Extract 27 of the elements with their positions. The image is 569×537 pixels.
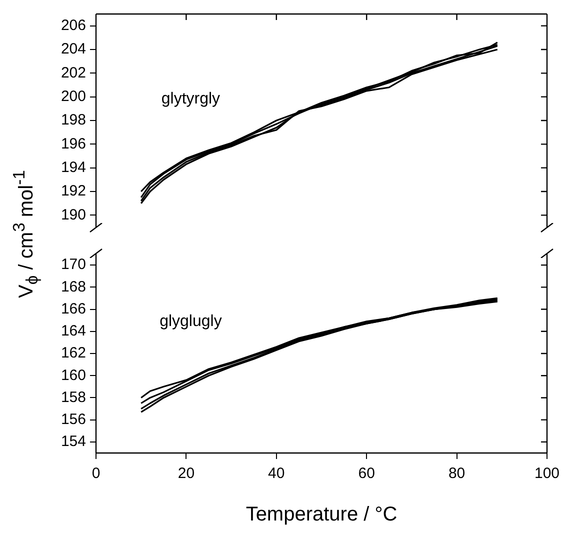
y-tick-label: 206 — [60, 16, 86, 34]
x-tick-label: 20 — [178, 465, 195, 482]
y-tick-label: 158 — [60, 388, 86, 406]
y-tick-label: 194 — [60, 158, 86, 176]
x-tick-label: 60 — [358, 465, 375, 482]
y-tick-label: 156 — [60, 410, 86, 428]
y-tick-label: 202 — [60, 64, 86, 82]
y-tick-label: 170 — [60, 256, 86, 274]
y-tick-label: 204 — [60, 40, 86, 58]
y-tick-label: 160 — [60, 366, 86, 384]
annotation: glyglugly — [160, 313, 222, 330]
y-tick-label: 162 — [60, 344, 86, 362]
x-tick-label: 80 — [448, 465, 466, 482]
y-tick-label: 200 — [60, 88, 86, 105]
y-tick-label: 154 — [60, 433, 86, 450]
x-tick-label: 0 — [92, 465, 100, 482]
annotation: glytyrgly — [161, 90, 220, 108]
y-tick-label: 198 — [60, 112, 86, 129]
y-tick-label: 164 — [60, 322, 86, 340]
y-tick-label: 190 — [60, 206, 86, 224]
y-tick-label: 196 — [60, 135, 86, 152]
y-tick-label: 166 — [60, 300, 86, 318]
x-axis-title: Temperature / °C — [246, 504, 398, 526]
y-tick-label: 168 — [60, 278, 86, 296]
y-tick-label: 192 — [60, 182, 86, 200]
x-tick-label: 100 — [534, 465, 560, 482]
x-tick-label: 40 — [268, 465, 285, 482]
